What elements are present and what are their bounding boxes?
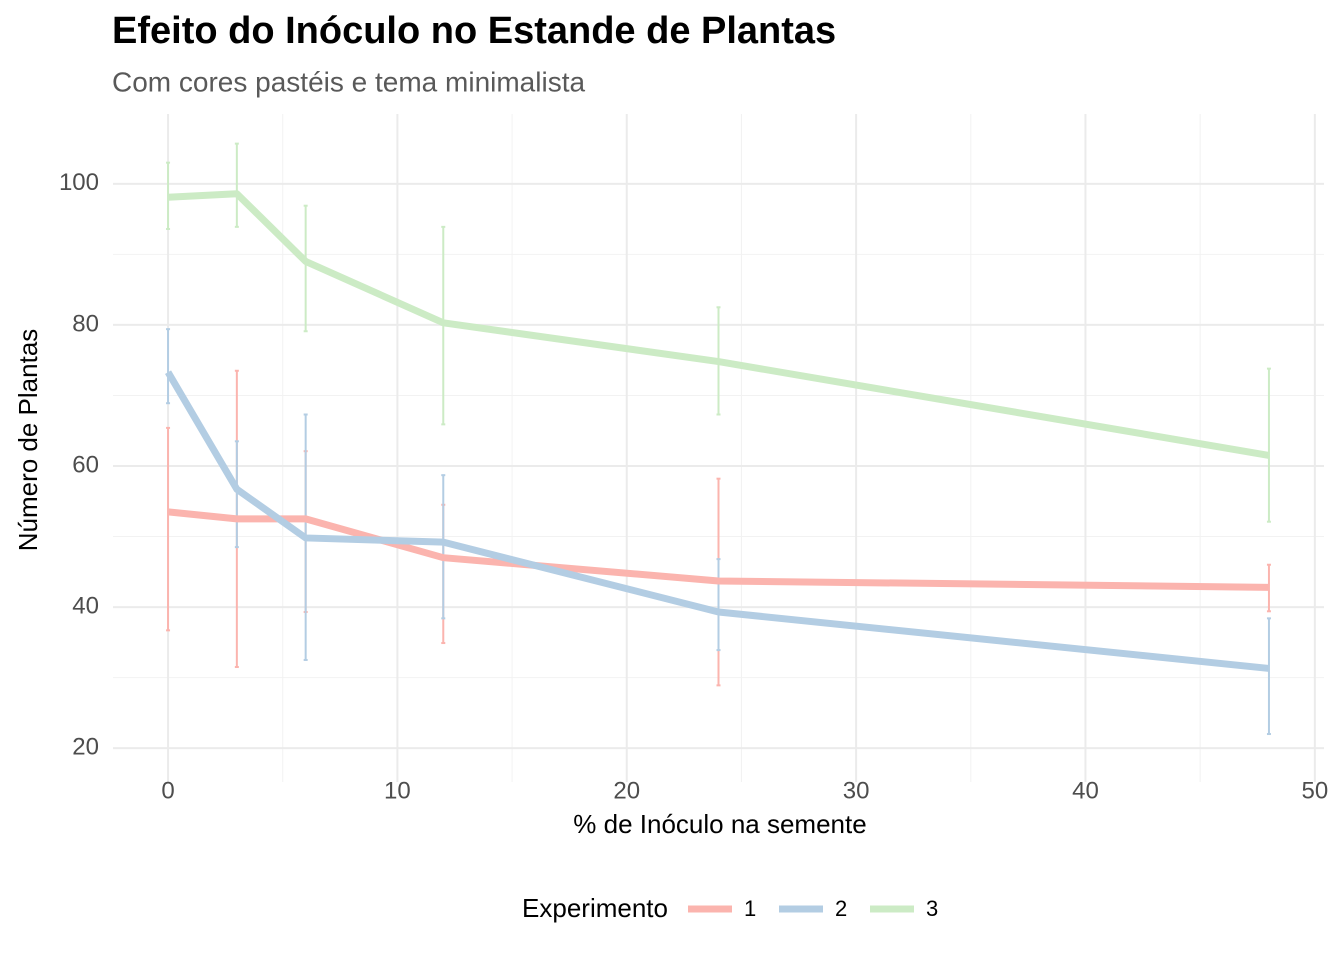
x-tick-label: 20 (613, 777, 640, 804)
legend-label: 1 (744, 896, 756, 921)
error-bar (1266, 617, 1271, 736)
x-tick-label: 50 (1301, 777, 1328, 804)
series-line (165, 370, 1270, 672)
legend-title: Experimento (522, 893, 668, 923)
error-bar (1266, 367, 1271, 523)
y-tick-label: 80 (72, 310, 99, 337)
y-axis-label: Número de Plantas (13, 329, 43, 552)
x-tick-label: 40 (1072, 777, 1099, 804)
y-tick-label: 100 (59, 169, 99, 196)
x-tick-label: 0 (161, 777, 174, 804)
y-tick-label: 40 (72, 592, 99, 619)
chart-title: Efeito do Inóculo no Estande de Plantas (112, 10, 836, 52)
x-axis-label: % de Inóculo na semente (573, 809, 866, 839)
series-line (167, 190, 1270, 459)
legend-label: 2 (835, 896, 847, 921)
error-bar (234, 440, 239, 549)
error-bar (303, 204, 308, 333)
error-bar (716, 558, 721, 652)
error-bar (1266, 563, 1271, 613)
y-tick-label: 60 (72, 451, 99, 478)
x-tick-label: 10 (384, 777, 411, 804)
legend-label: 3 (926, 896, 938, 921)
error-bar (166, 426, 171, 632)
chart-subtitle: Com cores pastéis e tema minimalista (112, 66, 585, 97)
error-bar (166, 328, 171, 405)
x-tick-label: 30 (843, 777, 870, 804)
y-tick-label: 20 (72, 733, 99, 760)
error-bar (441, 474, 446, 620)
error-bar (234, 142, 239, 228)
